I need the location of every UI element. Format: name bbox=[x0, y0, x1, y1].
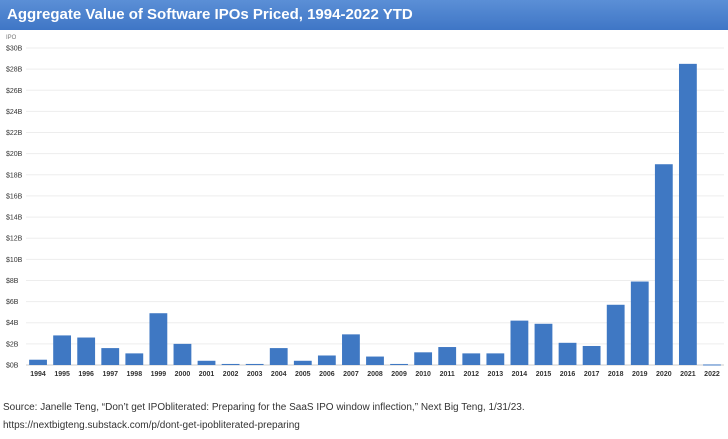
y-tick-label: $2B bbox=[6, 341, 19, 348]
source-url[interactable]: https://nextbigteng.substack.com/p/dont-… bbox=[3, 420, 300, 431]
y-tick-label: $20B bbox=[6, 151, 23, 158]
gridlines bbox=[26, 47, 724, 366]
bar-2016 bbox=[558, 342, 577, 365]
y-tick-label: $28B bbox=[6, 67, 23, 74]
y-tick-label: $14B bbox=[6, 215, 23, 222]
x-tick-label: 2008 bbox=[367, 371, 383, 378]
x-tick-label: 2003 bbox=[247, 371, 263, 378]
y-tick-label: $18B bbox=[6, 172, 23, 179]
y-tick-label: $0B bbox=[6, 363, 19, 370]
bar-2012 bbox=[462, 353, 481, 365]
x-tick-label: 2017 bbox=[584, 371, 600, 378]
bars bbox=[29, 63, 721, 366]
y-tick-label: $4B bbox=[6, 320, 19, 327]
x-tick-label: 2012 bbox=[463, 371, 479, 378]
x-tick-label: 2016 bbox=[560, 371, 576, 378]
x-tick-label: 2018 bbox=[608, 371, 624, 378]
bar-1999 bbox=[149, 313, 168, 365]
x-tick-label: 2002 bbox=[223, 371, 239, 378]
bar-2010 bbox=[414, 352, 433, 365]
x-tick-label: 2001 bbox=[199, 371, 215, 378]
bar-2018 bbox=[606, 304, 625, 365]
bar-2011 bbox=[438, 347, 457, 365]
bar-2005 bbox=[293, 360, 312, 365]
chart-title: Aggregate Value of Software IPOs Priced,… bbox=[0, 0, 728, 30]
x-tick-label: 1998 bbox=[127, 371, 143, 378]
x-tick-label: 2020 bbox=[656, 371, 672, 378]
x-tick-label: 2009 bbox=[391, 371, 407, 378]
x-tick-label: 1997 bbox=[102, 371, 118, 378]
bar-1994 bbox=[29, 359, 47, 365]
x-tick-label: 2022 bbox=[704, 371, 720, 378]
x-tick-label: 2015 bbox=[536, 371, 552, 378]
bar-2020 bbox=[654, 164, 673, 365]
y-tick-label: $6B bbox=[6, 299, 19, 306]
bar-1998 bbox=[125, 353, 144, 365]
x-tick-label: 2006 bbox=[319, 371, 335, 378]
y-tick-label: $22B bbox=[6, 130, 23, 137]
bar-2014 bbox=[510, 320, 529, 365]
y-tick-label: $10B bbox=[6, 257, 23, 264]
x-tick-label: 2010 bbox=[415, 371, 431, 378]
bar-2001 bbox=[197, 360, 216, 365]
x-tick-label: 1995 bbox=[54, 371, 70, 378]
bar-2006 bbox=[317, 355, 336, 365]
x-tick-label: 2005 bbox=[295, 371, 311, 378]
bar-2002 bbox=[221, 363, 240, 365]
y-tick-label: $12B bbox=[6, 236, 23, 243]
x-tick-label: 2000 bbox=[175, 371, 191, 378]
bar-chart: IPO $0B $2B $4B $6B $8B $10B $12B $14B $16B $18B $2… bbox=[6, 35, 724, 378]
x-tick-label: 1999 bbox=[151, 371, 167, 378]
x-tick-label: 2019 bbox=[632, 371, 648, 378]
bar-2008 bbox=[366, 356, 384, 365]
bar-2004 bbox=[269, 348, 288, 365]
bar-2022 bbox=[703, 364, 721, 366]
bar-2021 bbox=[678, 63, 697, 365]
bar-2000 bbox=[173, 343, 192, 365]
y-tick-label: $8B bbox=[6, 278, 19, 285]
bar-2007 bbox=[342, 334, 360, 365]
y-axis: IPO $0B $2B $4B $6B $8B $10B $12B $14B $16B $18B $2… bbox=[6, 35, 23, 370]
y-tick-label: $30B bbox=[6, 46, 23, 53]
bar-2015 bbox=[534, 323, 553, 365]
bar-2013 bbox=[486, 353, 505, 365]
bar-1996 bbox=[77, 337, 96, 365]
x-tick-label: 2014 bbox=[512, 371, 528, 378]
y-axis-label: IPO bbox=[6, 35, 17, 41]
bar-2017 bbox=[582, 345, 601, 365]
x-tick-label: 1994 bbox=[30, 371, 46, 378]
y-tick-label: $26B bbox=[6, 88, 23, 95]
bar-2009 bbox=[390, 363, 408, 365]
x-tick-label: 2004 bbox=[271, 371, 287, 378]
x-tick-label: 2021 bbox=[680, 371, 696, 378]
x-tick-label: 2013 bbox=[488, 371, 504, 378]
source-citation: Source: Janelle Teng, “Don’t get IPOblit… bbox=[3, 402, 525, 413]
x-tick-label: 2007 bbox=[343, 371, 359, 378]
x-tick-label: 1996 bbox=[78, 371, 94, 378]
bar-2019 bbox=[630, 281, 649, 365]
x-axis: 1994 1995 1996 1997 1998 1999 2000 2001 2002 2003… bbox=[30, 371, 720, 378]
bar-2003 bbox=[245, 363, 264, 365]
bar-1995 bbox=[53, 335, 72, 365]
y-tick-label: $24B bbox=[6, 109, 23, 116]
bar-1997 bbox=[101, 348, 120, 365]
y-tick-label: $16B bbox=[6, 193, 23, 200]
x-tick-label: 2011 bbox=[440, 371, 455, 378]
